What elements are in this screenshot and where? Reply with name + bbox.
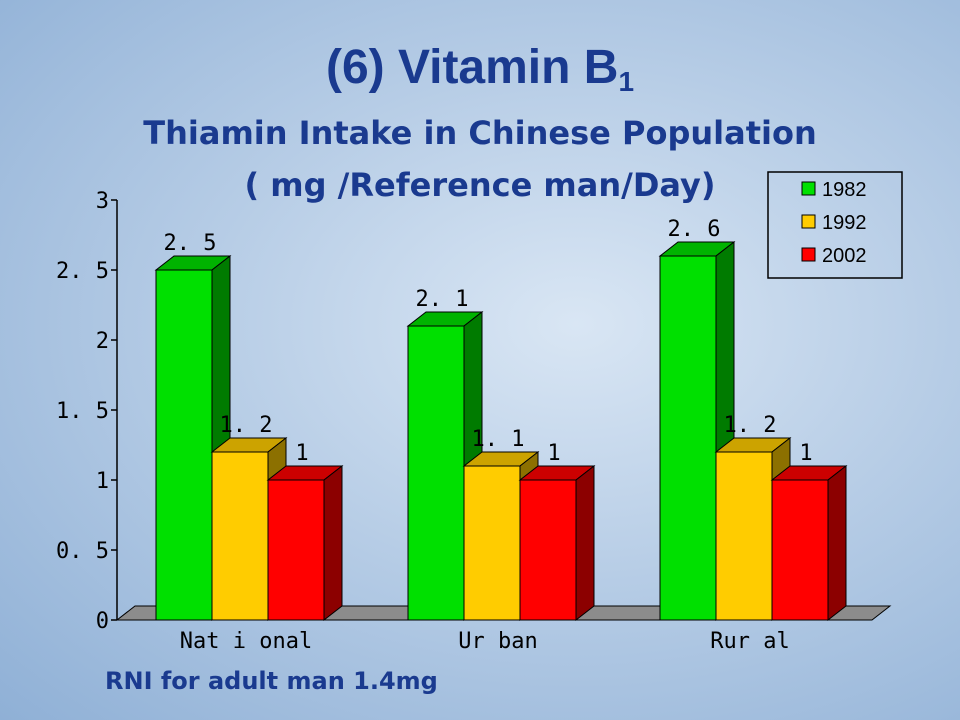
legend-box bbox=[767, 171, 903, 279]
legend-label-1992: 1992 bbox=[822, 212, 867, 234]
bar-1982-0 bbox=[155, 269, 213, 621]
x-category-label: Ur ban bbox=[458, 629, 537, 654]
legend-swatch-1992 bbox=[801, 214, 816, 229]
y-tick-label: 0 bbox=[96, 609, 109, 634]
x-category-label: Nat i onal bbox=[180, 629, 312, 654]
footnote: RNI for adult man 1.4mg bbox=[105, 667, 438, 695]
bar-side-2002-1 bbox=[575, 464, 595, 622]
data-label: 2. 5 bbox=[164, 231, 217, 256]
title-subscript: 1 bbox=[618, 66, 635, 97]
bar-side-2002-2 bbox=[827, 464, 847, 622]
data-label: 1. 1 bbox=[472, 427, 525, 452]
bar-1992-2 bbox=[715, 451, 773, 621]
data-label: 1 bbox=[295, 441, 308, 466]
bar-2002-2 bbox=[771, 479, 829, 621]
bar-1992-0 bbox=[211, 451, 269, 621]
chart-subtitle: Thiamin Intake in Chinese Population bbox=[143, 114, 817, 152]
y-tick-label: 2 bbox=[96, 329, 109, 354]
slide-title: (6) Vitamin B1 bbox=[0, 40, 960, 98]
bar-1992-1 bbox=[463, 465, 521, 621]
y-tick-label: 3 bbox=[96, 189, 109, 214]
data-label: 1. 2 bbox=[724, 413, 777, 438]
y-tick-label: 1. 5 bbox=[56, 399, 109, 424]
legend-swatch-1982 bbox=[801, 181, 816, 196]
bar-1982-1 bbox=[407, 325, 465, 621]
data-label: 1. 2 bbox=[220, 413, 273, 438]
legend-label-2002: 2002 bbox=[822, 245, 867, 267]
y-tick-label: 2. 5 bbox=[56, 259, 109, 284]
data-label: 2. 1 bbox=[416, 287, 469, 312]
bar-2002-0 bbox=[267, 479, 325, 621]
bar-side-2002-0 bbox=[323, 464, 343, 622]
bar-1982-2 bbox=[659, 255, 717, 621]
legend-label-1982: 1982 bbox=[822, 179, 867, 201]
data-label: 1 bbox=[547, 441, 560, 466]
bar-2002-1 bbox=[519, 479, 577, 621]
data-label: 2. 6 bbox=[668, 217, 721, 242]
y-tick-label: 0. 5 bbox=[56, 539, 109, 564]
y-tick-label: 1 bbox=[96, 469, 109, 494]
title-main: (6) Vitamin B bbox=[325, 41, 619, 94]
data-label: 1 bbox=[799, 441, 812, 466]
x-category-label: Rur al bbox=[710, 629, 789, 654]
chart-units: ( mg /Reference man/Day) bbox=[244, 166, 716, 204]
legend-swatch-2002 bbox=[801, 247, 816, 262]
